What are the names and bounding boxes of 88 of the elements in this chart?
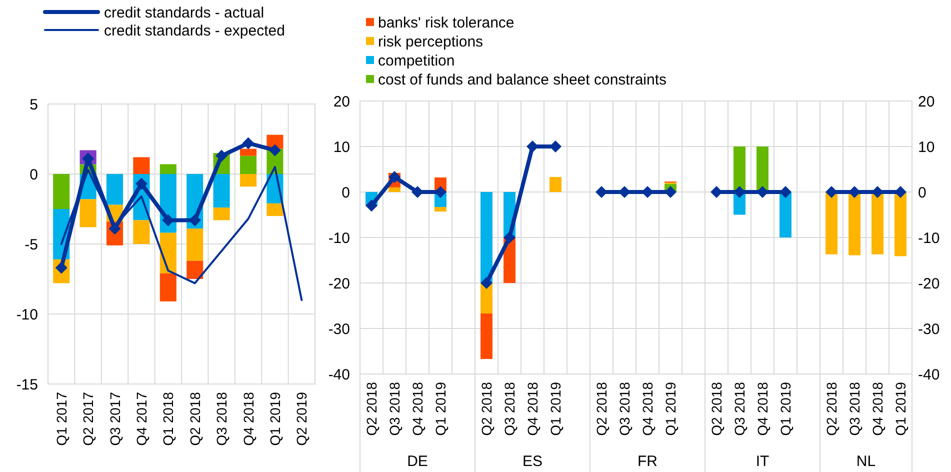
x-tick-label: Q4 2018	[240, 392, 256, 446]
x-tick-label: Q3 2018	[616, 382, 632, 436]
x-tick-label: Q4 2018	[410, 382, 426, 436]
x-tick-label: Q4 2017	[133, 392, 150, 446]
x-tick-label: Q1 2019	[432, 382, 448, 436]
x-tick-label: Q1 2019	[662, 382, 678, 436]
bar	[186, 228, 204, 261]
x-tick-label: Q3 2018	[214, 392, 230, 446]
y2-tick-label: -40	[918, 366, 940, 384]
x-tick-label: Q1 2017	[53, 392, 70, 446]
x-tick-label: Q2 2018	[186, 392, 203, 446]
x-tick-label: Q2 2018	[594, 382, 610, 436]
y-tick-label: -30	[328, 320, 350, 338]
x-tick-label: Q1 2019	[266, 392, 283, 446]
bar	[133, 220, 150, 244]
bar	[133, 157, 150, 174]
y-tick-label: 20	[333, 93, 350, 110]
y2-tick-label: -20	[918, 275, 940, 292]
x-tick-label: Q1 2018	[160, 392, 176, 446]
bar	[388, 187, 400, 192]
x-tick-label: Q3 2018	[502, 382, 518, 436]
x-tick-label: Q1 2019	[892, 382, 908, 436]
y-tick-label: 10	[333, 138, 350, 156]
y-tick-label: -5	[24, 236, 38, 254]
point	[135, 178, 148, 190]
legend-label: competition	[378, 52, 455, 70]
x-tick-label: Q2 2017	[80, 392, 96, 446]
x-axis-title: NL	[856, 453, 876, 470]
x-axis-title: DE	[407, 453, 428, 470]
x-tick-label: Q3 2018	[846, 382, 862, 436]
bar	[106, 174, 124, 205]
y-tick-label: 0	[342, 184, 350, 202]
x-tick-label: Q2 2018	[708, 382, 724, 436]
legend-label: credit standards - expected	[104, 22, 285, 40]
legend-label: credit standards - actual	[104, 4, 264, 22]
bar	[240, 148, 257, 156]
y-tick-label: 0	[30, 166, 38, 184]
x-tick-label: Q4 2018	[640, 382, 656, 436]
bar	[480, 192, 492, 283]
bar	[480, 283, 492, 314]
legend-label: cost of funds and balance sheet constraints	[378, 71, 667, 88]
x-tick-label: Q4 2018	[524, 382, 540, 436]
y-tick-label: -40	[328, 366, 350, 384]
x-tick-label: Q3 2018	[732, 382, 748, 436]
bar	[480, 313, 492, 359]
y-tick-label: -10	[16, 306, 38, 324]
bar	[434, 207, 446, 212]
point	[388, 170, 400, 183]
bar	[266, 203, 284, 216]
y2-tick-label: 0	[918, 184, 926, 202]
y-tick-label: -15	[16, 376, 38, 394]
bar	[213, 174, 230, 208]
bar	[160, 164, 176, 174]
legend-label: banks' risk tolerance	[378, 14, 514, 32]
bar	[160, 232, 176, 274]
x-tick-label: Q4 2018	[870, 382, 886, 436]
x-axis-title: ES	[522, 453, 543, 470]
x-tick-label: Q3 2018	[386, 382, 402, 436]
bar	[186, 260, 204, 279]
x-axis-title: IT	[756, 453, 770, 470]
y-tick-label: -10	[328, 230, 350, 247]
bar	[550, 176, 562, 192]
x-tick-label: Q2 2018	[824, 382, 840, 436]
point	[216, 150, 228, 162]
x-tick-label: Q4 2018	[754, 382, 770, 436]
x-tick-label: Q2 2019	[294, 392, 310, 446]
y-tick-label: -20	[328, 275, 350, 292]
y-tick-label: 5	[30, 96, 38, 114]
x-tick-label: Q2 2018	[364, 382, 380, 436]
bar	[240, 156, 257, 174]
bar	[240, 174, 257, 187]
x-tick-label: Q1 2019	[778, 382, 794, 436]
bar	[53, 174, 70, 209]
y2-tick-label: 20	[918, 93, 935, 110]
point	[366, 200, 378, 212]
bar	[80, 199, 96, 228]
y2-tick-label: 10	[918, 138, 935, 156]
bar	[160, 273, 176, 302]
y2-tick-label: -10	[918, 230, 940, 247]
x-tick-label: Q3 2017	[106, 392, 123, 446]
point	[242, 137, 254, 150]
x-tick-label: Q1 2019	[548, 382, 564, 436]
point	[268, 144, 281, 156]
bar	[213, 208, 230, 220]
x-axis-title: FR	[638, 453, 658, 470]
x-tick-label: Q2 2018	[478, 382, 494, 436]
y2-tick-label: -30	[918, 320, 940, 338]
legend-label: risk perceptions	[378, 33, 484, 50]
